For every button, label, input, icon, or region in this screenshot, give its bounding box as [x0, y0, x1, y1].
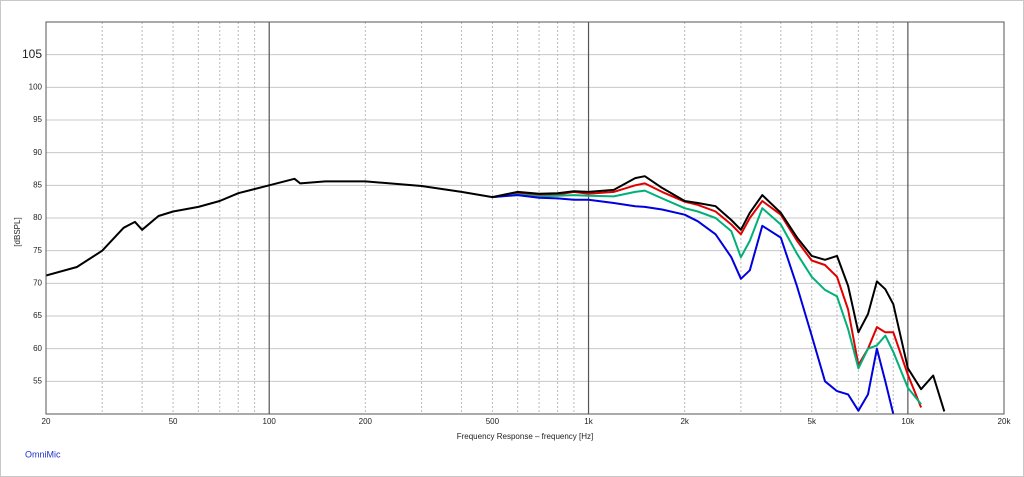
- series-line: [492, 194, 895, 414]
- y-tick-label: 70: [33, 278, 42, 287]
- y-tick-label: 55: [33, 376, 42, 385]
- x-tick-label: 200: [359, 417, 373, 426]
- x-axis-title: Frequency Response – frequency [Hz]: [457, 432, 594, 441]
- y-tick-label: 105: [22, 47, 42, 61]
- x-tick-label: 50: [169, 417, 178, 426]
- x-tick-label: 20: [42, 417, 51, 426]
- source-label: OmniMic: [25, 449, 61, 459]
- x-tick-label: 10k: [901, 417, 915, 426]
- grid: [45, 22, 1005, 414]
- series-line: [46, 175, 946, 412]
- y-tick-label: 80: [33, 213, 42, 222]
- y-tick-label: 95: [33, 115, 42, 124]
- series-line: [492, 182, 923, 408]
- y-axis-title: [dBSPL]: [13, 217, 22, 246]
- x-tick-label: 5k: [808, 417, 817, 426]
- y-tick-label: 90: [33, 148, 42, 157]
- y-tick-label: 60: [33, 344, 42, 353]
- y-tick-label: 85: [33, 180, 42, 189]
- x-tick-label: 500: [486, 417, 500, 426]
- plot-border: [45, 21, 1005, 415]
- x-tick-label: 100: [263, 417, 277, 426]
- y-tick-label: 75: [33, 246, 42, 255]
- y-tick-label: 65: [33, 311, 42, 320]
- x-tick-label: 1k: [584, 417, 593, 426]
- series-line: [492, 189, 922, 405]
- plot-lines: [46, 175, 946, 414]
- x-tick-label: 20k: [998, 417, 1012, 426]
- x-tick-label: 2k: [680, 417, 689, 426]
- y-tick-label: 100: [29, 82, 43, 91]
